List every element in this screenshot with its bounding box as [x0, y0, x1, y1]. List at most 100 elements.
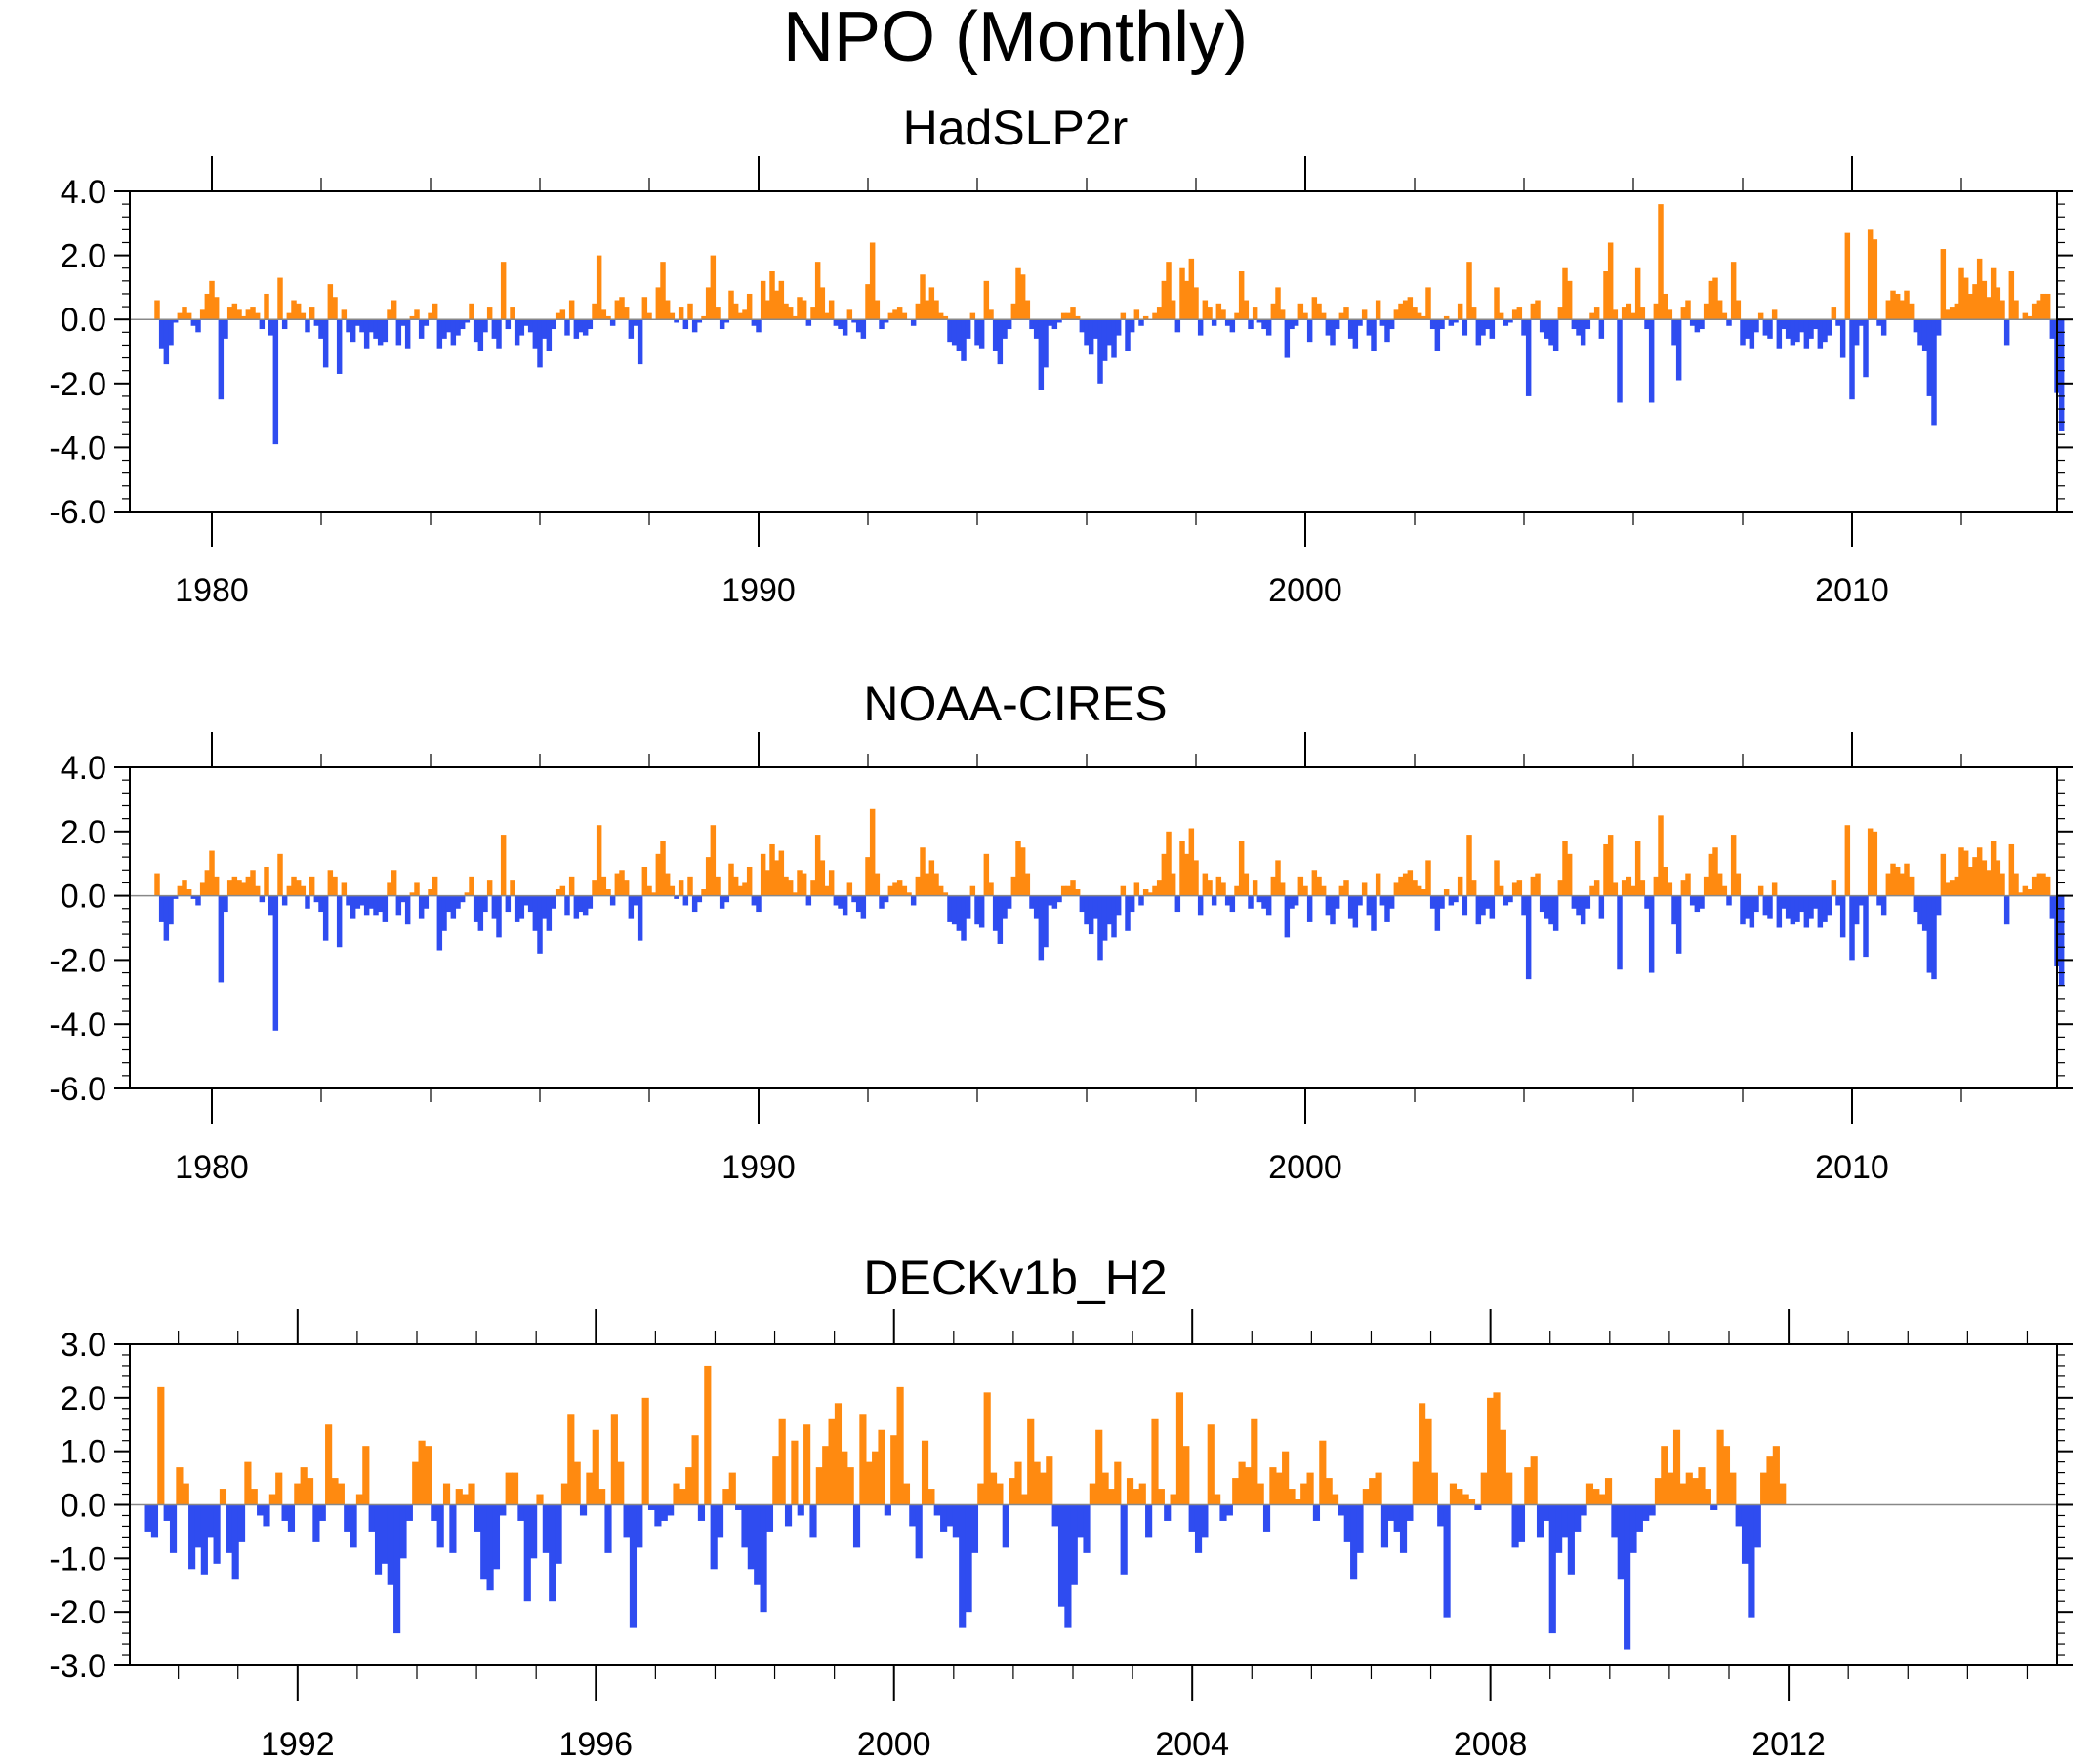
data-bar: [1201, 1504, 1209, 1538]
data-bar: [1027, 1418, 1035, 1505]
data-bar: [997, 319, 1004, 365]
data-bar: [742, 882, 748, 896]
data-bar: [705, 287, 712, 320]
data-bar: [218, 895, 225, 983]
data-bar: [988, 882, 994, 896]
data-bar: [150, 1504, 159, 1538]
data-bar: [1876, 895, 1882, 906]
data-bar: [309, 307, 315, 320]
data-bar: [1338, 1504, 1345, 1516]
data-bar: [1088, 895, 1094, 935]
data-bar: [578, 319, 584, 333]
data-bar: [1489, 319, 1496, 339]
data-bar: [1863, 895, 1869, 958]
data-bar: [1256, 1483, 1264, 1505]
data-bar: [2022, 312, 2029, 320]
data-bar: [592, 880, 597, 896]
data-bar: [769, 843, 775, 896]
data-bar: [546, 319, 553, 351]
data-bar: [1611, 1504, 1619, 1538]
data-bar: [1406, 1504, 1414, 1521]
data-bar: [527, 895, 534, 913]
data-bar: [1567, 1504, 1575, 1575]
data-bar: [2058, 319, 2065, 431]
data-bar: [1443, 1504, 1451, 1618]
data-bar: [715, 307, 721, 320]
data-bar: [710, 255, 717, 320]
data-bar: [510, 880, 515, 896]
data-bar: [887, 312, 894, 320]
data-bar: [1352, 895, 1359, 928]
data-bar: [1675, 895, 1682, 954]
data-bar: [1170, 1494, 1177, 1505]
data-bar: [1343, 880, 1349, 896]
data-bar: [1101, 895, 1108, 941]
data-bar: [742, 309, 748, 320]
data-bar: [723, 895, 730, 903]
data-bar: [1467, 1499, 1476, 1505]
data-bar: [1844, 825, 1851, 896]
data-bar: [163, 319, 170, 365]
data-bar: [1926, 895, 1933, 973]
data-bar: [1120, 1504, 1128, 1575]
data-bar: [1999, 873, 2005, 896]
data-bar: [810, 307, 816, 320]
data-bar: [887, 885, 894, 896]
data-bar: [1388, 895, 1395, 909]
data-bar: [1166, 831, 1172, 896]
data-bar: [965, 319, 971, 339]
data-bar: [1092, 895, 1099, 919]
data-bar: [300, 885, 307, 896]
data-bar: [1776, 319, 1783, 349]
data-bar: [1416, 885, 1422, 896]
data-bar: [199, 309, 206, 320]
data-bar: [240, 315, 247, 320]
y-tick-label: 0.0: [61, 879, 106, 916]
data-bar: [947, 319, 953, 343]
data-bar: [696, 895, 703, 903]
data-bar: [1193, 860, 1199, 896]
data-bar: [226, 1504, 233, 1553]
data-bar: [486, 1504, 494, 1591]
plot-frame: [129, 190, 2058, 513]
data-bar: [473, 319, 479, 343]
data-bar: [1762, 895, 1769, 916]
data-bar: [1954, 303, 1960, 320]
data-bar: [959, 1504, 967, 1628]
data-bar: [1183, 853, 1190, 896]
data-bar: [428, 312, 433, 320]
y-tick-label: 2.0: [61, 238, 106, 275]
data-bar: [1006, 895, 1012, 909]
data-bar: [842, 895, 848, 916]
data-bar: [1817, 895, 1824, 928]
data-bar: [1749, 895, 1755, 928]
data-bar: [1294, 1499, 1301, 1505]
data-bar: [291, 300, 297, 320]
data-bar: [961, 319, 967, 361]
data-bar: [1194, 1504, 1203, 1553]
data-bar: [404, 319, 411, 349]
y-tick-label: -4.0: [49, 430, 106, 467]
data-bar: [860, 319, 867, 339]
data-bar: [1302, 885, 1308, 896]
data-bar: [655, 287, 662, 320]
data-bar: [1716, 873, 1723, 896]
data-bar: [778, 1418, 786, 1505]
data-bar: [1051, 319, 1058, 330]
data-bar: [633, 319, 638, 326]
data-bar: [1421, 315, 1427, 320]
data-bar: [828, 300, 835, 320]
data-bar: [1642, 1504, 1650, 1521]
data-bar: [1077, 1504, 1085, 1538]
data-bar: [1183, 280, 1190, 320]
data-bar: [646, 885, 652, 896]
data-bar: [874, 873, 881, 896]
data-bar: [1566, 853, 1573, 896]
data-bar: [969, 885, 976, 896]
data-bar: [236, 880, 242, 896]
data-bar: [1499, 1429, 1506, 1505]
data-bar: [455, 1489, 463, 1505]
data-bar: [240, 882, 247, 896]
data-bar: [1362, 1489, 1370, 1505]
data-bar: [1990, 267, 1997, 320]
